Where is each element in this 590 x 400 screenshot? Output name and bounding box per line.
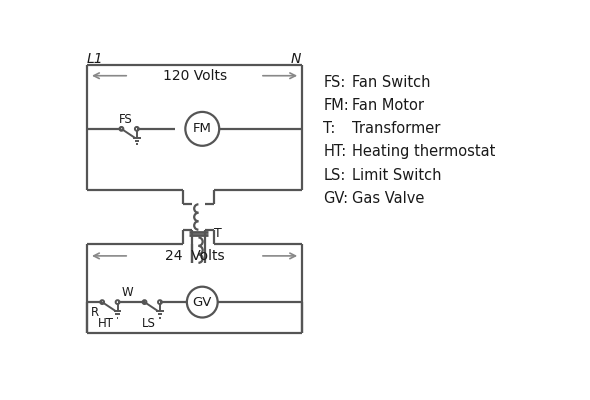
Text: Limit Switch: Limit Switch bbox=[352, 168, 442, 182]
Text: LS: LS bbox=[142, 317, 155, 330]
Text: T:: T: bbox=[323, 121, 336, 136]
Text: GV: GV bbox=[192, 296, 212, 309]
Text: FS:: FS: bbox=[323, 75, 346, 90]
Text: W: W bbox=[122, 286, 133, 299]
Text: FM:: FM: bbox=[323, 98, 349, 113]
Text: Fan Motor: Fan Motor bbox=[352, 98, 424, 113]
Text: Transformer: Transformer bbox=[352, 121, 441, 136]
Text: Heating thermostat: Heating thermostat bbox=[352, 144, 496, 160]
Text: FS: FS bbox=[119, 113, 132, 126]
Text: R: R bbox=[91, 306, 99, 319]
Text: Fan Switch: Fan Switch bbox=[352, 75, 431, 90]
Text: L1: L1 bbox=[87, 52, 103, 66]
Text: 24  Volts: 24 Volts bbox=[165, 249, 224, 263]
Text: LS:: LS: bbox=[323, 168, 346, 182]
Text: FM: FM bbox=[193, 122, 212, 135]
Text: N: N bbox=[290, 52, 301, 66]
Text: Gas Valve: Gas Valve bbox=[352, 191, 425, 206]
Text: GV:: GV: bbox=[323, 191, 348, 206]
Text: HT:: HT: bbox=[323, 144, 346, 160]
Text: 120 Volts: 120 Volts bbox=[162, 69, 227, 83]
Text: HT: HT bbox=[98, 317, 114, 330]
Text: T: T bbox=[214, 227, 222, 240]
